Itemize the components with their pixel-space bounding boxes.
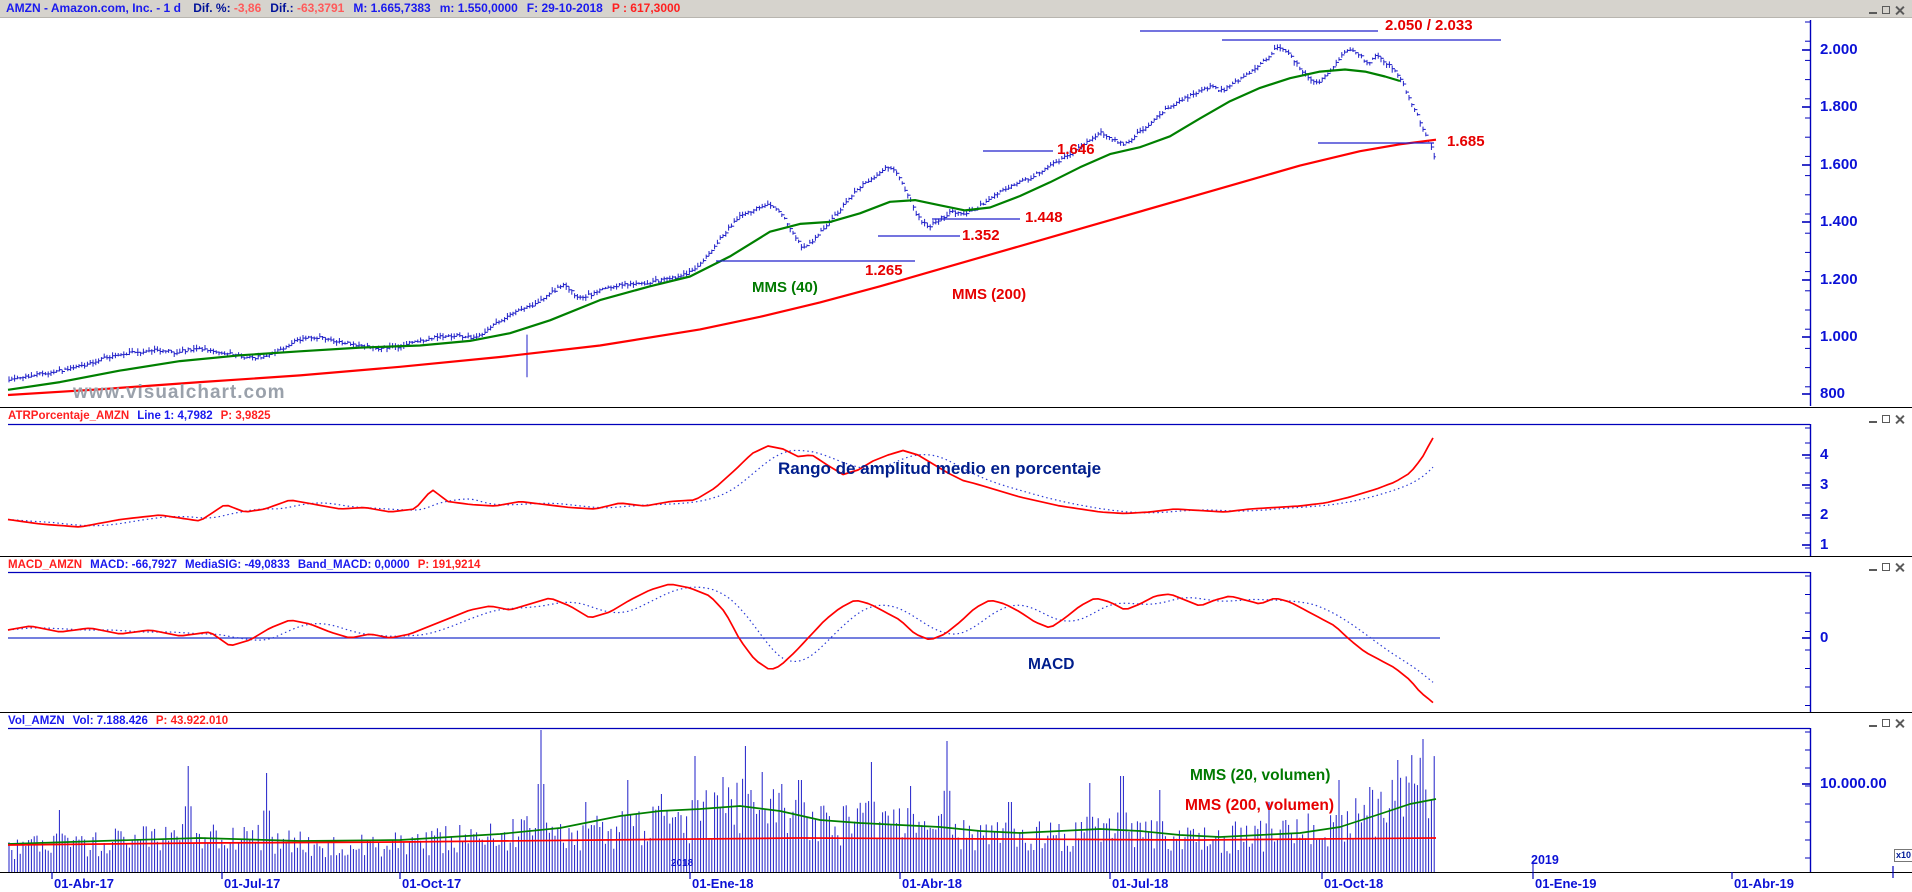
- price-annotation-1646: 1.646: [1057, 141, 1095, 158]
- atr-panel-header: ATRPorcentaje_AMZN Line 1: 4,7982 P: 3,982…: [0, 409, 1860, 423]
- atr-axis-label-3: 1: [1820, 536, 1829, 553]
- macd-main-line: [7, 583, 1434, 704]
- titlebar-field-2: M: 1.665,7383: [353, 1, 431, 15]
- date-label-7: 01-Ene-19: [1535, 876, 1597, 891]
- macd-panel-title: MACD: [1028, 656, 1075, 673]
- main-restore-button[interactable]: [1882, 6, 1890, 14]
- macd-field-3: P: 191,9214: [417, 559, 481, 571]
- price-ma-MMS (200): [7, 138, 1437, 397]
- titlebar-fields: Dif. %: -3,86 Dif.: -63,3791 M: 1.665,7383…: [184, 1, 680, 15]
- price-ma-label: MMS (40): [752, 279, 818, 296]
- macd-plot-area[interactable]: [0, 572, 1810, 712]
- atr-indicator-name: ATRPorcentaje_AMZN: [8, 410, 130, 422]
- price-axis-label-4: 1.200: [1820, 271, 1858, 288]
- main-close-button[interactable]: [1895, 6, 1903, 14]
- price-ma-MMS (40): [7, 68, 1401, 391]
- volume-plot-area[interactable]: [0, 728, 1810, 872]
- atr-field-0: Line 1: 4,7982: [137, 410, 213, 422]
- macd-field-2: Band_MACD: 0,0000: [297, 559, 410, 571]
- macd-field-0: MACD: -66,7927: [90, 559, 178, 571]
- atr-axis-label-2: 2: [1820, 506, 1829, 523]
- macd-axis-label-0: 0: [1820, 629, 1829, 646]
- main-panel-window-controls: [1869, 3, 1909, 14]
- macd-signal-line: [7, 586, 1434, 683]
- atr-y-axis: [1802, 427, 1810, 549]
- price-axis-label-6: 800: [1820, 385, 1846, 402]
- macd-y-axis: [1802, 575, 1810, 706]
- atr-panel-window-controls: [1869, 412, 1909, 423]
- titlebar-field-5: P : 617,3000: [611, 1, 681, 15]
- titlebar-field-3: m: 1.550,0000: [439, 1, 518, 15]
- price-axis-label-5: 1.000: [1820, 328, 1858, 345]
- date-label-2: 01-Oct-17: [402, 876, 462, 891]
- price-plot-area[interactable]: [0, 0, 1810, 388]
- price-axis-label-0: 2.000: [1820, 41, 1858, 58]
- price-y-axis: [1802, 21, 1810, 395]
- vol-minimize-button[interactable]: [1869, 717, 1877, 727]
- volume-axis-label-0: 10.000.00: [1820, 775, 1887, 792]
- vol-restore-button[interactable]: [1882, 719, 1890, 727]
- macd-panel-header: MACD_AMZN MACD: -66,7927 MediaSIG: -49,083…: [0, 558, 1860, 572]
- price-scale-axis[interactable]: [1810, 18, 1912, 872]
- atr-main-line: [7, 437, 1434, 528]
- time-axis[interactable]: [0, 873, 1810, 892]
- macd-field-1: MediaSIG: -49,0833: [185, 559, 290, 571]
- date-label-1: 01-Jul-17: [224, 876, 281, 891]
- atr-axis-label-1: 3: [1820, 476, 1829, 493]
- macd-minimize-button[interactable]: [1869, 561, 1877, 571]
- date-label-0: 01-Abr-17: [54, 876, 114, 891]
- macd-restore-button[interactable]: [1882, 563, 1890, 571]
- date-label-3: 01-Ene-18: [692, 876, 754, 891]
- titlebar-field-1: Dif.: -63,3791: [270, 1, 345, 15]
- atr-close-button[interactable]: [1895, 415, 1903, 423]
- price-annotation-1352: 1.352: [962, 227, 1000, 244]
- atr-field-1: P: 3,9825: [220, 410, 271, 422]
- price-bars: [8, 44, 1436, 383]
- volume-ma-MMS (20, volumen): [7, 798, 1437, 845]
- main-minimize-button[interactable]: [1869, 4, 1877, 14]
- atr-panel-title: Rango de amplitud medio en porcentaje: [778, 459, 1102, 478]
- atr-axis-label-0: 4: [1820, 446, 1829, 463]
- vol-field-0: Vol: 7.188.426: [72, 715, 148, 727]
- symbol-title: AMZN - Amazon.com, Inc. - 1 d: [6, 1, 181, 15]
- vol-panel-window-controls: [1869, 716, 1909, 727]
- price-axis-label-2: 1.600: [1820, 156, 1858, 173]
- titlebar-field-0: Dif. %: -3,86: [193, 1, 262, 15]
- vol-panel-header: Vol_AMZN Vol: 7.188.426 P: 43.922.010: [0, 714, 1860, 728]
- macd-indicator-name: MACD_AMZN: [8, 559, 83, 571]
- vol-indicator-name: Vol_AMZN: [8, 715, 65, 727]
- visualchart-watermark: www.visualchart.com: [73, 382, 286, 403]
- atr-restore-button[interactable]: [1882, 415, 1890, 423]
- price-ma-label: MMS (200): [952, 286, 1027, 303]
- price-annotation-20502033: 2.050 / 2.033: [1385, 17, 1473, 34]
- macd-close-button[interactable]: [1895, 563, 1903, 571]
- vol-field-1: P: 43.922.010: [155, 715, 229, 727]
- volume-ma-MMS (200, volumen): [7, 837, 1437, 846]
- date-label-5: 01-Jul-18: [1112, 876, 1169, 891]
- macd-panel-window-controls: [1869, 560, 1909, 571]
- volume-y-axis: [1802, 731, 1810, 859]
- year-label-2019: 2019: [1531, 853, 1559, 867]
- year-label-2018: 2018: [671, 858, 694, 869]
- atr-minimize-button[interactable]: [1869, 413, 1877, 423]
- date-label-4: 01-Abr-18: [902, 876, 962, 891]
- volume-ma-label: MMS (200, volumen): [1185, 797, 1334, 814]
- titlebar-field-4: F: 29-10-2018: [526, 1, 603, 15]
- price-axis-label-1: 1.800: [1820, 98, 1858, 115]
- price-annotation-1448: 1.448: [1025, 209, 1063, 226]
- vol-close-button[interactable]: [1895, 719, 1903, 727]
- chart-titlebar: AMZN - Amazon.com, Inc. - 1 d Dif. %: -3…: [0, 0, 1912, 18]
- price-annotation-1685: 1.685: [1447, 133, 1485, 150]
- price-axis-label-3: 1.400: [1820, 213, 1858, 230]
- date-label-8: 01-Abr-19: [1734, 876, 1794, 891]
- date-label-6: 01-Oct-18: [1324, 876, 1384, 891]
- atr-plot-area[interactable]: [0, 424, 1810, 556]
- volume-scale-multiplier: x10: [1894, 849, 1912, 862]
- price-annotation-1265: 1.265: [865, 262, 903, 279]
- volume-ma-label: MMS (20, volumen): [1190, 767, 1331, 784]
